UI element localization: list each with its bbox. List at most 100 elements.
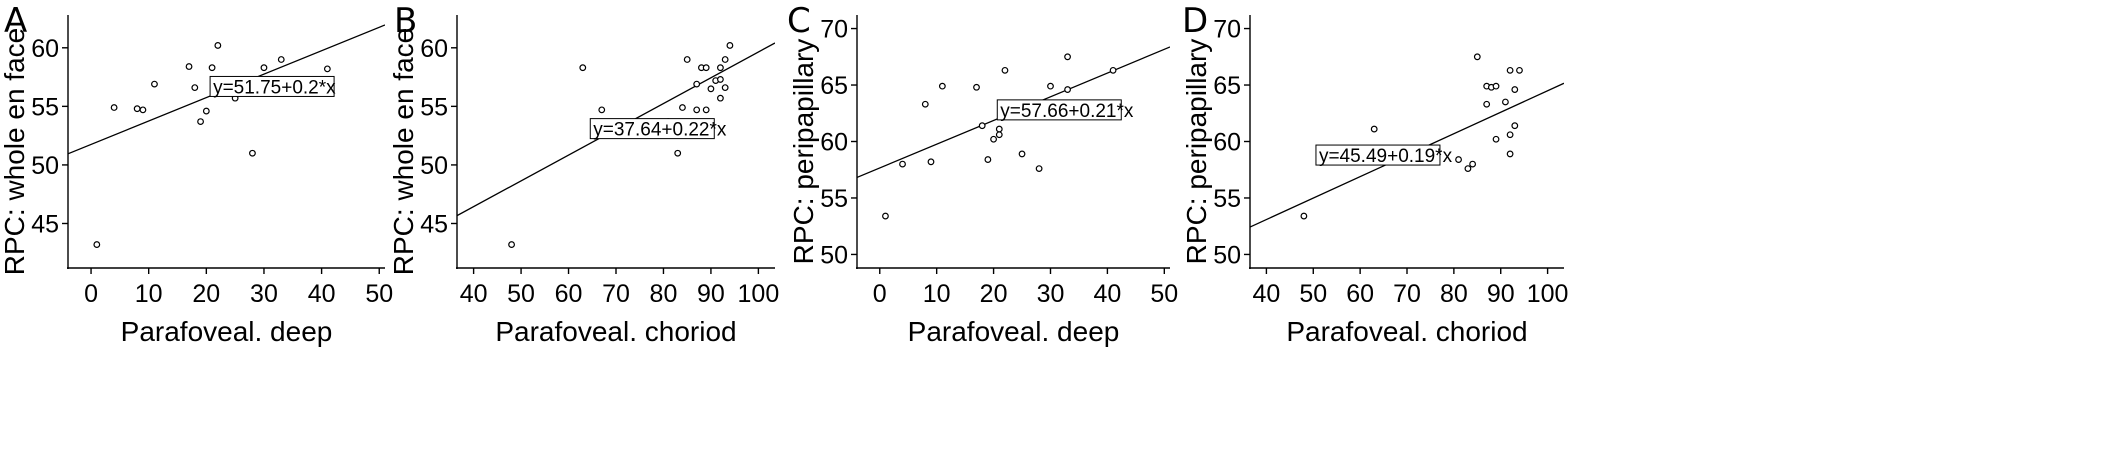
panel-a-y-tick-label: 55 xyxy=(31,93,59,121)
panel-c-y-tick-label: 60 xyxy=(820,129,848,157)
panel-d-y-tick-label: 65 xyxy=(1213,72,1241,100)
panel-a-data-point xyxy=(93,241,101,248)
panel-b-y-tick-label: 55 xyxy=(420,93,448,121)
panel-b-data-point xyxy=(717,94,724,102)
panel-letter-c: C xyxy=(787,1,811,41)
panel-c-equation-label: y=57.66+0.21*x xyxy=(1000,101,1134,122)
panel-b-data-point xyxy=(707,85,715,93)
panel-c-y-tick-label: 50 xyxy=(820,241,848,269)
panel-b-data-point xyxy=(508,241,515,248)
panel-c-y-tick-label: 55 xyxy=(820,185,848,213)
panel-d-data-point xyxy=(1473,53,1481,61)
panel-d-x-tick-label: 50 xyxy=(1299,280,1327,308)
panel-c-x-tick-label: 50 xyxy=(1150,280,1178,308)
panel-c-data-point xyxy=(984,156,992,163)
panel-d-x-tick-label: 100 xyxy=(1527,280,1569,308)
panel-a-data-point xyxy=(323,65,331,73)
panel-c-data-point xyxy=(1064,53,1071,61)
panel-b-x-tick-label: 50 xyxy=(507,280,535,308)
panel-a-data-point xyxy=(214,42,222,49)
panel-a-data-point xyxy=(202,107,210,115)
panel-d-equation-box xyxy=(1315,144,1441,166)
panel-d-y-tick-label: 50 xyxy=(1213,241,1241,269)
panel-d-data-point xyxy=(1492,135,1500,143)
panel-b-data-point xyxy=(717,64,724,72)
panel-d-data-point xyxy=(1464,165,1472,173)
panel-d-y-tick-label: 60 xyxy=(1213,129,1241,157)
panel-b-data-point xyxy=(702,64,710,72)
panel-d-y-tick-label: 55 xyxy=(1213,185,1241,213)
panel-c-data-point xyxy=(1064,86,1071,93)
panel-a-data-point xyxy=(208,64,216,72)
panel-b-data-point xyxy=(717,76,724,83)
panel-c-data-point xyxy=(995,125,1003,133)
panel-a-plot: 45 50 55 60 0 10 20 30 40 50 Parafoveal. deep RPC: … xyxy=(0,15,393,347)
panel-a-x-tick-label: 10 xyxy=(135,280,163,308)
panel-d-data-point xyxy=(1516,66,1523,74)
panel-a-x-tick-label: 50 xyxy=(365,280,393,308)
panel-c-data-point xyxy=(1018,150,1026,158)
panel-letter-d: D xyxy=(1182,1,1208,41)
panel-d-x-tick-label: 60 xyxy=(1346,280,1374,308)
panel-a-x-tick-label: 40 xyxy=(308,280,336,308)
panel-b-equation-box xyxy=(589,118,715,140)
panel-b-y-tick-label: 60 xyxy=(420,35,448,63)
panel-c-plot: 50 55 60 65 70 0 10 20 30 40 50 Parafoveal. deep RPC… xyxy=(788,15,1178,347)
panel-d-data-point xyxy=(1506,131,1514,139)
panel-d-data-point xyxy=(1502,98,1509,106)
panel-c-data-point xyxy=(938,82,946,90)
panel-a-data-point xyxy=(277,56,285,63)
panel-c-data-point xyxy=(1047,82,1054,90)
panel-b-x-tick-label: 80 xyxy=(650,280,678,308)
panel-b-data-point xyxy=(598,106,606,114)
panel-c-letter-group: C xyxy=(787,1,811,41)
panel-d-data-point xyxy=(1469,160,1477,168)
panel-b-y-axis-title: RPC: whole en face xyxy=(388,28,419,275)
panel-a-data-point xyxy=(133,105,141,113)
panel-c-data-point xyxy=(1035,165,1043,173)
panel-a-data-point xyxy=(249,149,256,157)
panel-c-data-point xyxy=(882,212,889,220)
panel-a-x-axis-title: Parafoveal. deep xyxy=(121,316,333,347)
panel-b-data-point xyxy=(679,104,686,111)
panel-a-data-point xyxy=(191,84,199,92)
panel-b-data-point xyxy=(693,106,701,114)
panel-b-x-tick-label: 60 xyxy=(555,280,583,308)
panel-a-y-tick-label: 60 xyxy=(31,35,59,63)
panel-a-equation-box xyxy=(209,75,335,97)
panel-b-data-point xyxy=(579,64,587,72)
panel-d-letter-group: D xyxy=(1182,1,1208,41)
panel-b-x-tick-label: 70 xyxy=(602,280,630,308)
panel-b-data-point xyxy=(721,56,729,63)
panel-c-y-axis-title: RPC: peripapillary xyxy=(788,39,819,265)
panel-letter-b: B xyxy=(394,1,417,41)
panel-c-equation-box xyxy=(996,99,1122,121)
panel-d-x-tick-label: 90 xyxy=(1487,280,1515,308)
panel-b-data-point xyxy=(702,106,710,114)
panel-d-data-point xyxy=(1300,212,1308,220)
panel-a-y-axis-title: RPC: whole en face xyxy=(0,28,30,275)
panel-b-x-tick-label: 90 xyxy=(697,280,725,308)
panel-d-y-axis-title: RPC: peripapillary xyxy=(1181,39,1212,265)
panel-c-y-tick-label: 65 xyxy=(820,72,848,100)
panel-c-data-point xyxy=(990,135,997,143)
panel-b-data-point xyxy=(693,80,701,88)
panel-c-x-tick-label: 20 xyxy=(980,280,1008,308)
panel-d-data-point xyxy=(1506,66,1514,74)
panel-a-data-point xyxy=(197,118,204,125)
panel-d-data-point xyxy=(1370,125,1378,133)
panel-c-data-point xyxy=(899,160,906,168)
panel-a-equation-label: y=51.75+0.2*x xyxy=(213,77,336,98)
panel-b-x-tick-label: 40 xyxy=(460,280,488,308)
panel-d-x-tick-label: 40 xyxy=(1252,280,1280,308)
panel-d-data-point xyxy=(1511,86,1519,93)
panel-a-letter-group: A xyxy=(4,1,27,41)
panel-d-x-tick-label: 70 xyxy=(1393,280,1421,308)
panel-b-y-tick-label: 45 xyxy=(420,210,448,238)
panel-a-x-tick-label: 0 xyxy=(84,280,98,308)
panel-a-data-point xyxy=(139,106,147,114)
panel-d-y-tick-label: 70 xyxy=(1213,16,1241,44)
